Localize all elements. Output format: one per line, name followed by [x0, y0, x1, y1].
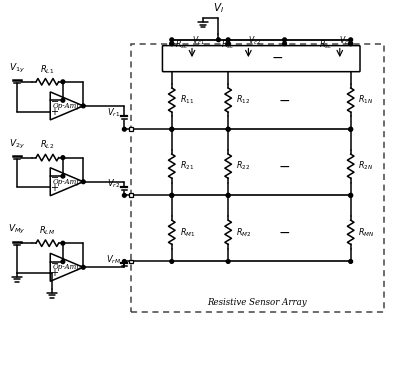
Text: $R_{M1}$: $R_{M1}$ [179, 226, 195, 239]
Text: $R_{M2}$: $R_{M2}$ [236, 226, 252, 239]
Circle shape [170, 260, 174, 263]
Circle shape [349, 127, 353, 131]
Circle shape [283, 42, 287, 46]
Text: Op-Amp: Op-Amp [53, 178, 82, 186]
Text: $+$: $+$ [51, 106, 59, 117]
Circle shape [217, 38, 220, 42]
Circle shape [349, 38, 353, 42]
Text: $V_{2y}$: $V_{2y}$ [9, 138, 25, 151]
Text: $-$: $-$ [279, 93, 291, 107]
Text: $+$: $+$ [51, 182, 59, 193]
Circle shape [349, 194, 353, 197]
Circle shape [170, 42, 174, 46]
Circle shape [170, 194, 174, 197]
Text: $R_{sc}$: $R_{sc}$ [221, 39, 235, 51]
Text: $R_{L2}$: $R_{L2}$ [40, 139, 55, 151]
Circle shape [82, 104, 85, 108]
FancyBboxPatch shape [162, 46, 360, 72]
Text: $V_{r1}$: $V_{r1}$ [107, 107, 120, 119]
Text: $-$: $-$ [279, 225, 291, 239]
Text: $V_{rM}$: $V_{rM}$ [106, 254, 121, 266]
Circle shape [123, 194, 126, 197]
Text: $-$: $-$ [50, 171, 59, 181]
Text: $R_{12}$: $R_{12}$ [236, 94, 250, 106]
Circle shape [226, 42, 230, 46]
Text: $R_{2N}$: $R_{2N}$ [359, 160, 374, 172]
Circle shape [226, 260, 230, 263]
Circle shape [349, 127, 353, 131]
Text: $R_{L1}$: $R_{L1}$ [40, 63, 55, 76]
Circle shape [61, 260, 65, 264]
Text: $-$: $-$ [50, 257, 59, 267]
Circle shape [123, 260, 126, 263]
Text: $V_{1y}$: $V_{1y}$ [9, 62, 25, 75]
Text: $V_{r2}$: $V_{r2}$ [107, 178, 120, 190]
Text: $R_{22}$: $R_{22}$ [236, 160, 250, 172]
Text: Op-Amp: Op-Amp [53, 102, 82, 110]
Text: $-$: $-$ [271, 50, 283, 64]
Text: $+$: $+$ [51, 267, 59, 278]
Text: $V_{c2}$: $V_{c2}$ [248, 34, 261, 47]
Text: $R_{MN}$: $R_{MN}$ [359, 226, 375, 239]
Circle shape [226, 42, 230, 46]
Text: Op-Amp: Op-Amp [53, 263, 82, 271]
Text: $R_{sc}$: $R_{sc}$ [319, 39, 332, 51]
Circle shape [349, 42, 353, 46]
Circle shape [123, 127, 126, 131]
Text: Resistive Sensor Array: Resistive Sensor Array [207, 298, 307, 307]
Bar [131, 44, 384, 312]
Bar [129, 194, 133, 197]
Text: $V_{cN}$: $V_{cN}$ [339, 34, 353, 47]
Circle shape [82, 266, 85, 269]
Text: $R_{LM}$: $R_{LM}$ [39, 225, 55, 237]
Circle shape [226, 127, 230, 131]
Circle shape [61, 174, 65, 178]
Circle shape [61, 156, 65, 160]
Circle shape [61, 241, 65, 245]
Text: $R_{1N}$: $R_{1N}$ [359, 94, 374, 106]
Circle shape [226, 194, 230, 197]
Circle shape [170, 127, 174, 131]
Circle shape [170, 42, 174, 46]
Text: $R_{21}$: $R_{21}$ [179, 160, 194, 172]
Circle shape [226, 127, 230, 131]
Bar [129, 127, 133, 131]
Circle shape [226, 38, 230, 42]
Circle shape [170, 194, 174, 197]
Circle shape [61, 80, 65, 84]
Circle shape [283, 38, 287, 42]
Bar [129, 260, 133, 263]
Circle shape [349, 42, 353, 46]
Text: $-$: $-$ [279, 159, 291, 173]
Circle shape [170, 38, 174, 42]
Circle shape [82, 180, 85, 184]
Circle shape [61, 98, 65, 102]
Circle shape [226, 194, 230, 197]
Text: $V_{My}$: $V_{My}$ [8, 223, 26, 236]
Circle shape [170, 127, 174, 131]
Circle shape [349, 260, 353, 263]
Text: $-$: $-$ [50, 95, 59, 105]
Circle shape [349, 194, 353, 197]
Text: $V_I$: $V_I$ [213, 1, 224, 15]
Text: $V_{c1}$: $V_{c1}$ [192, 34, 205, 47]
Text: $R_{11}$: $R_{11}$ [179, 94, 194, 106]
Text: $R_{sc}$: $R_{sc}$ [175, 39, 188, 51]
